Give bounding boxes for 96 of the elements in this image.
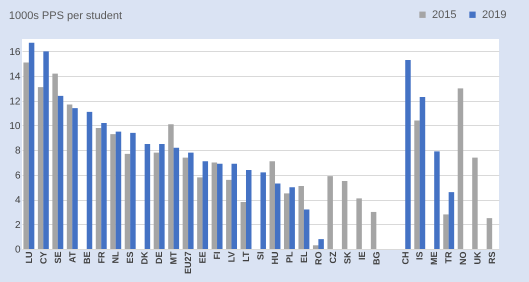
y-tick-label: 14 <box>9 72 21 83</box>
x-tick-label: UK <box>472 251 483 264</box>
bar <box>312 245 318 249</box>
x-tick-label: DK <box>140 251 150 264</box>
bar <box>260 172 266 249</box>
bar <box>174 148 180 249</box>
bar <box>327 176 333 249</box>
legend-label: 2015 <box>432 8 456 21</box>
x-tick-label: LV <box>226 252 237 262</box>
bar <box>28 42 34 249</box>
x-tick-label: SK <box>342 251 352 264</box>
legend-label: 2019 <box>482 8 506 21</box>
bar <box>101 123 107 249</box>
x-tick-label: NO <box>458 252 468 265</box>
x-tick-label: ES <box>125 252 136 264</box>
bar <box>86 112 92 249</box>
chart-title: 1000s PPS per student <box>8 10 122 22</box>
x-tick-label: CH <box>400 252 410 264</box>
bar <box>197 177 203 249</box>
bar <box>232 164 238 249</box>
x-tick-label: AT <box>67 251 78 263</box>
bar <box>168 124 174 249</box>
x-tick-label: IE <box>356 252 367 260</box>
bar <box>72 108 78 249</box>
x-tick-label: DE <box>154 252 164 264</box>
bar <box>443 214 449 249</box>
x-tick-label: BE <box>82 252 92 264</box>
bar <box>188 152 194 249</box>
bar <box>274 184 280 249</box>
x-tick-label: BG <box>371 252 382 265</box>
y-tick-label: 4 <box>14 195 21 206</box>
bar <box>414 120 420 249</box>
x-tick-label: SI <box>256 252 266 260</box>
bar <box>159 144 165 249</box>
bar <box>217 164 223 249</box>
bar <box>284 193 290 249</box>
y-tick-label: 2 <box>14 220 21 231</box>
bar <box>405 60 411 249</box>
bar <box>212 162 218 249</box>
bar <box>356 198 362 249</box>
bar <box>66 104 72 249</box>
bar <box>226 180 232 249</box>
bar <box>318 239 324 249</box>
x-tick-label: LT <box>241 251 252 262</box>
bar <box>182 158 188 249</box>
x-tick-label: FI <box>212 252 222 260</box>
x-tick-label: MT <box>168 251 179 264</box>
x-tick-label: RO <box>313 252 324 265</box>
bar <box>58 96 64 249</box>
bar <box>434 151 440 249</box>
x-tick-label: EL <box>298 251 309 264</box>
bar <box>486 218 492 249</box>
bar <box>304 209 310 249</box>
bar <box>43 51 49 249</box>
x-tick-label: HU <box>270 252 280 264</box>
x-tick-label: RS <box>487 252 498 264</box>
bar <box>23 62 29 249</box>
x-tick-label: ME <box>429 252 440 265</box>
bar <box>130 132 136 249</box>
y-tick-label: 6 <box>14 170 21 182</box>
bar <box>52 74 58 249</box>
bar <box>38 87 44 249</box>
bar <box>458 88 464 249</box>
y-tick-label: 10 <box>9 120 21 132</box>
x-tick-label: EE <box>198 252 208 264</box>
y-tick-label: 12 <box>9 96 21 108</box>
bar <box>448 192 454 249</box>
x-tick-label: PL <box>284 251 294 264</box>
bar <box>246 170 252 249</box>
bar <box>96 128 102 249</box>
x-tick-label: CY <box>38 252 48 264</box>
bar <box>116 132 122 249</box>
bar <box>202 161 208 249</box>
bar <box>370 212 376 249</box>
x-tick-label: TR <box>444 251 454 264</box>
bar <box>289 187 295 249</box>
bar <box>144 144 150 249</box>
bar <box>270 161 276 249</box>
x-tick-label: IS <box>414 252 425 260</box>
x-tick-label: EU27 <box>183 252 194 274</box>
x-tick-label: NL <box>110 251 121 264</box>
x-tick-label: SE <box>52 252 63 264</box>
y-tick-label: 0 <box>14 244 21 256</box>
y-tick-label: 16 <box>9 46 21 58</box>
x-tick-label: CZ <box>328 251 338 264</box>
bar <box>110 134 116 249</box>
x-tick-label: FR <box>96 251 106 264</box>
bar <box>240 202 246 249</box>
bar <box>472 158 478 249</box>
bar <box>124 154 130 249</box>
bar <box>154 152 160 249</box>
bar <box>342 181 348 249</box>
x-tick-label: LU <box>24 252 34 264</box>
y-tick-label: 8 <box>14 146 21 157</box>
bar <box>298 186 304 249</box>
bar <box>420 97 426 249</box>
